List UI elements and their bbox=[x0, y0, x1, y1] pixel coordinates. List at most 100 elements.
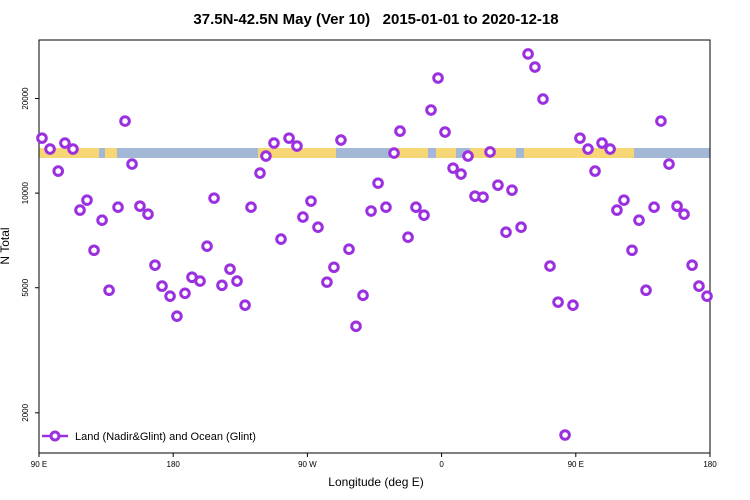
data-point bbox=[231, 275, 243, 287]
data-point bbox=[611, 204, 623, 216]
data-point bbox=[112, 201, 124, 213]
data-point bbox=[447, 162, 459, 174]
data-point bbox=[312, 221, 324, 234]
data-point bbox=[171, 310, 183, 322]
data-point bbox=[701, 290, 713, 302]
data-point bbox=[134, 200, 146, 212]
data-point bbox=[515, 221, 527, 234]
chart-title: 37.5N-42.5N May (Ver 10) 2015-01-01 to 2… bbox=[193, 11, 558, 28]
data-point bbox=[522, 48, 534, 60]
data-point bbox=[216, 279, 228, 292]
data-point bbox=[275, 233, 287, 245]
data-point bbox=[626, 244, 638, 257]
data-point bbox=[648, 201, 660, 213]
land-band bbox=[524, 148, 634, 158]
data-point bbox=[394, 125, 406, 137]
data-point bbox=[328, 261, 340, 274]
land-band bbox=[105, 148, 117, 158]
legend: Land (Nadir&Glint) and Ocean (Glint) bbox=[42, 430, 256, 443]
data-point bbox=[544, 260, 556, 272]
data-point bbox=[618, 194, 630, 206]
data-point bbox=[164, 290, 176, 302]
data-point bbox=[439, 126, 451, 138]
data-point bbox=[44, 143, 56, 155]
legend-marker bbox=[49, 430, 61, 442]
data-point bbox=[537, 93, 549, 105]
data-point bbox=[297, 211, 309, 223]
data-point bbox=[418, 209, 430, 221]
data-point bbox=[208, 192, 220, 204]
data-point bbox=[194, 275, 206, 287]
data-point bbox=[81, 194, 93, 206]
x-tick-label: 180 bbox=[703, 460, 717, 469]
data-point bbox=[365, 205, 377, 217]
land-band bbox=[390, 148, 428, 158]
data-point bbox=[655, 115, 667, 127]
y-tick-label: 5000 bbox=[21, 278, 30, 296]
data-point bbox=[388, 147, 400, 159]
data-point bbox=[291, 140, 303, 152]
data-point bbox=[126, 158, 138, 170]
data-point bbox=[260, 150, 272, 162]
data-point bbox=[179, 287, 191, 300]
data-point bbox=[589, 165, 601, 177]
data-point bbox=[425, 104, 437, 116]
x-tick-label: 0 bbox=[439, 460, 444, 469]
data-point bbox=[224, 263, 236, 275]
data-point bbox=[678, 208, 690, 220]
data-point bbox=[239, 299, 251, 311]
data-point bbox=[380, 201, 392, 213]
data-point bbox=[529, 61, 541, 73]
data-point bbox=[335, 134, 347, 146]
data-point bbox=[596, 137, 608, 149]
data-point bbox=[500, 226, 512, 239]
data-point bbox=[559, 429, 571, 441]
data-point bbox=[59, 137, 71, 149]
data-point bbox=[671, 200, 683, 212]
ocean-band bbox=[39, 148, 710, 158]
data-point bbox=[574, 132, 586, 144]
data-point bbox=[410, 201, 422, 213]
y-tick-label: 2000 bbox=[21, 403, 30, 421]
data-point bbox=[402, 231, 414, 244]
data-point bbox=[633, 214, 645, 227]
x-tick-label: 90 E bbox=[31, 460, 47, 469]
data-point bbox=[506, 184, 518, 196]
data-point bbox=[254, 167, 266, 179]
data-point bbox=[96, 214, 108, 227]
land-band bbox=[436, 148, 456, 158]
data-point bbox=[201, 240, 213, 252]
y-tick-label: 20000 bbox=[21, 87, 30, 110]
y-tick-label: 10000 bbox=[21, 181, 30, 204]
data-point bbox=[455, 168, 467, 180]
land-band bbox=[258, 148, 336, 158]
data-point bbox=[343, 243, 355, 256]
data-point bbox=[149, 259, 161, 271]
data-point bbox=[245, 201, 257, 213]
data-point bbox=[357, 289, 369, 302]
data-point bbox=[582, 143, 594, 155]
data-point bbox=[305, 195, 317, 207]
data-point bbox=[567, 299, 579, 311]
data-point bbox=[372, 177, 384, 189]
data-point bbox=[156, 280, 168, 292]
x-tick-label: 90 E bbox=[568, 460, 584, 469]
data-point bbox=[484, 146, 496, 158]
x-axis-label: Longitude (deg E) bbox=[328, 475, 423, 489]
data-point bbox=[67, 143, 79, 155]
data-point bbox=[88, 244, 100, 257]
data-point bbox=[462, 150, 474, 162]
data-point bbox=[604, 143, 616, 155]
data-point bbox=[283, 132, 295, 144]
data-point bbox=[103, 284, 115, 297]
data-point bbox=[686, 259, 698, 271]
data-point bbox=[432, 72, 444, 84]
data-point bbox=[268, 137, 280, 149]
data-point bbox=[492, 179, 504, 191]
data-point bbox=[693, 280, 705, 292]
plot-frame bbox=[38, 39, 711, 454]
legend-label: Land (Nadir&Glint) and Ocean (Glint) bbox=[75, 431, 256, 443]
data-point bbox=[477, 191, 489, 203]
data-point bbox=[36, 132, 48, 144]
